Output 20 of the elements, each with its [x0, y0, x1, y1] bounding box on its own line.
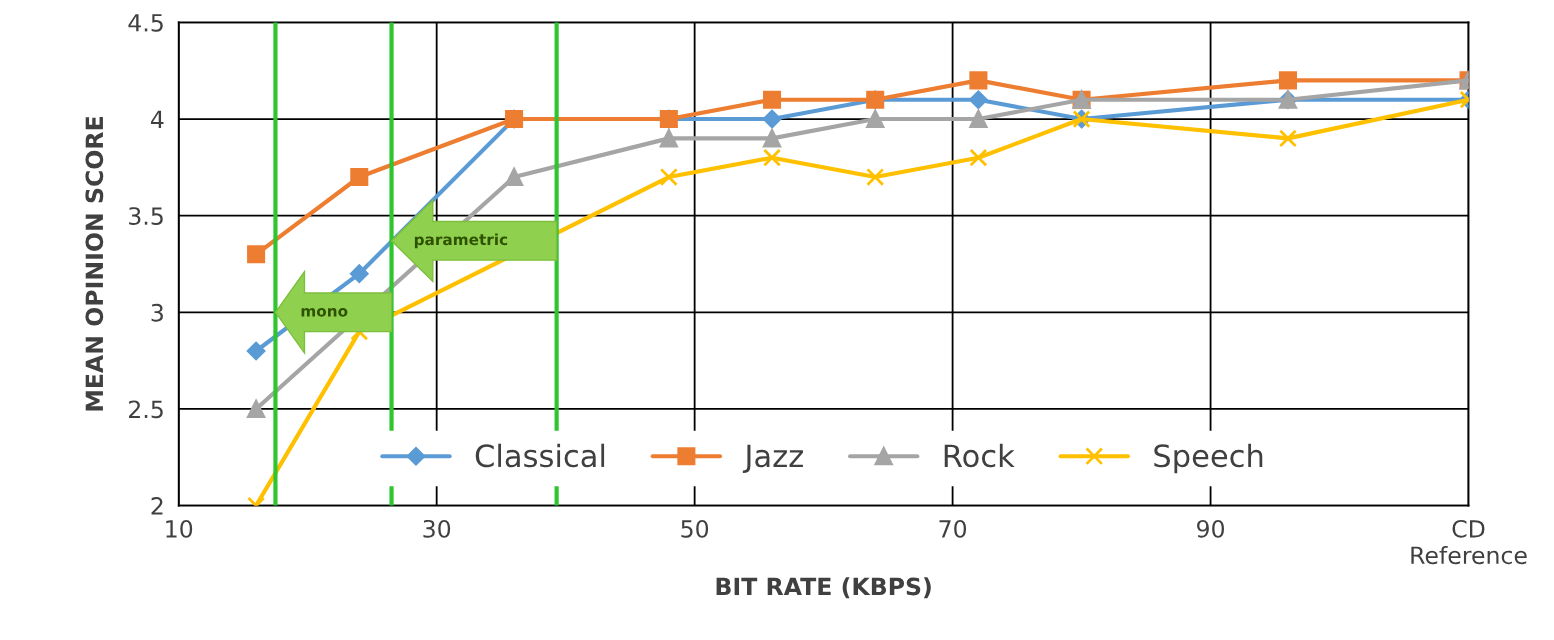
x-tick-label: CD Reference [1411, 519, 1527, 565]
y-tick-label: 3.5 [129, 207, 163, 225]
y-tick-label: 2 [151, 497, 163, 515]
y-tick-label: 3 [151, 303, 163, 322]
annotation: mono [301, 307, 348, 317]
y-axis-title: MEAN OPINION SCORE [85, 117, 104, 411]
x-axis-title: BIT RATE (KBPS) [716, 577, 931, 599]
x-tick-label: 10 [166, 519, 193, 538]
legend-label: Rock [944, 443, 1015, 468]
legend-label: Classical [475, 443, 605, 468]
legend-label: Jazz [742, 444, 803, 474]
x-tick-label: 90 [1197, 519, 1225, 538]
legend-label: Speech [1154, 443, 1263, 474]
annotation: parametric [414, 233, 508, 249]
x-tick-label: 30 [423, 519, 451, 538]
x-tick-label: 50 [681, 519, 709, 538]
y-tick-label: 2.5 [129, 400, 163, 419]
y-tick-label: 4.5 [128, 14, 163, 32]
y-tick-label: 4 [150, 110, 164, 129]
x-tick-label: 70 [939, 519, 967, 538]
